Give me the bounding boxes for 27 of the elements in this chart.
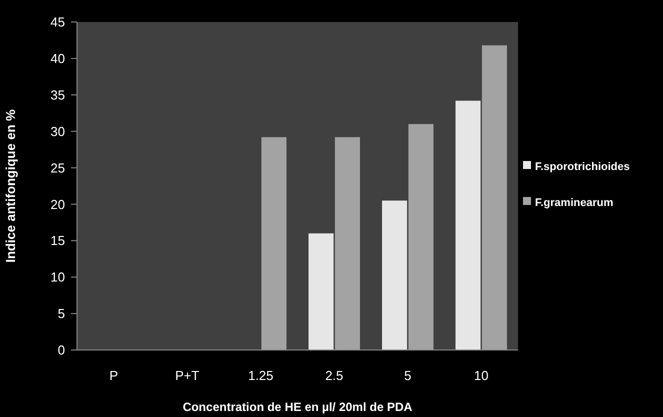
y-tick-label: 40 xyxy=(50,50,65,66)
x-tick-label: 1.25 xyxy=(248,368,274,383)
x-tick-label: P+T xyxy=(175,368,200,383)
bar xyxy=(308,233,334,350)
y-tick-label: 45 xyxy=(50,14,65,30)
y-tick-label: 0 xyxy=(58,342,65,358)
y-tick-label: 15 xyxy=(50,233,65,248)
y-tick-label: 25 xyxy=(50,160,65,176)
bar xyxy=(261,137,286,350)
y-tick-label: 20 xyxy=(50,196,65,212)
bar xyxy=(334,137,360,350)
legend-label: F.sporotrichioides xyxy=(535,160,630,173)
y-axis-title: Indice antifongique en % xyxy=(3,109,18,263)
bar xyxy=(408,124,434,350)
x-axis-title: Concentration de HE en µl/ 20ml de PDA xyxy=(182,400,413,414)
y-tick-label: 10 xyxy=(50,270,65,285)
bar xyxy=(382,200,408,350)
legend-label: F.graminearum xyxy=(535,196,614,209)
x-tick-label: 5 xyxy=(404,368,412,383)
x-tick-label: P xyxy=(109,368,118,383)
y-tick-label: 30 xyxy=(50,124,65,139)
bar xyxy=(482,45,507,350)
y-tick-label: 5 xyxy=(58,306,65,322)
x-tick-label: 10 xyxy=(474,368,488,383)
bar xyxy=(456,100,481,350)
x-tick-label: 2.5 xyxy=(325,368,344,383)
y-tick-label: 35 xyxy=(50,87,65,102)
